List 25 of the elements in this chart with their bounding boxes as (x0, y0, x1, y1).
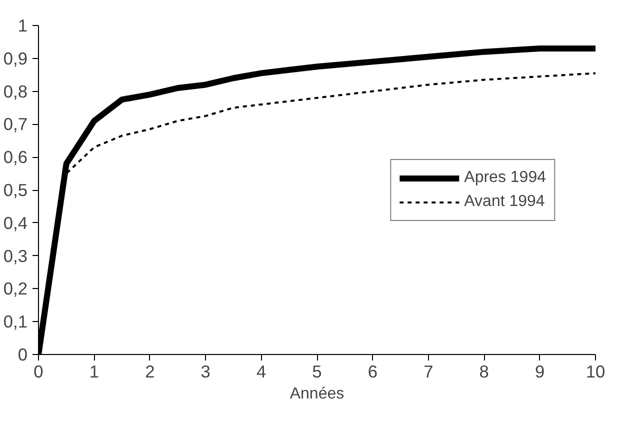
x-tick-label: 10 (586, 362, 606, 382)
x-tick-label: 1 (89, 362, 100, 382)
y-tick-label: 1 (18, 16, 28, 36)
y-tick-label: 0,4 (3, 212, 28, 233)
y-tick-label: 0 (18, 344, 28, 364)
x-tick-label: 2 (145, 362, 155, 382)
x-tick-label: 4 (256, 362, 266, 382)
legend-label: Apres 1994 (464, 168, 546, 186)
y-tick-label: 0,5 (3, 180, 28, 200)
y-tick-label: 0,3 (3, 246, 28, 266)
y-tick-label: 0,9 (3, 48, 28, 68)
x-tick-label: 3 (200, 362, 210, 382)
x-tick-label: 6 (368, 362, 378, 382)
x-tick-label: 7 (424, 362, 434, 382)
x-tick-label: 0 (34, 362, 44, 382)
y-tick-label: 0,6 (3, 147, 28, 168)
legend-label: Avant 1994 (464, 192, 545, 210)
x-tick-label: 8 (479, 362, 489, 382)
y-tick-label: 0,2 (3, 278, 28, 299)
x-tick-label: 5 (312, 362, 322, 382)
x-tick-label: 9 (534, 362, 545, 382)
y-tick-label: 0,8 (3, 81, 28, 102)
y-tick-label: 0,7 (3, 114, 28, 134)
x-axis-title: Années (290, 386, 344, 402)
y-tick-label: 0,1 (3, 312, 28, 332)
